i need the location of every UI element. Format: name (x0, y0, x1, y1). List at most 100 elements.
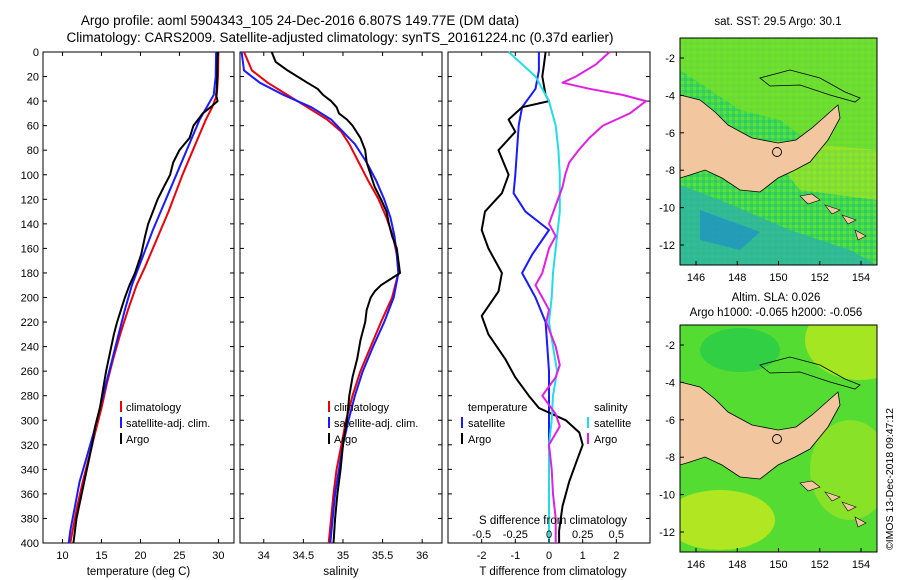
series-satellite-adj-clim- (67, 51, 218, 544)
map-y-tick-label: -6 (665, 415, 675, 427)
y-tick-label: 60 (27, 121, 39, 133)
map-y-tick-label: -10 (659, 203, 675, 215)
series-temperature-argo (480, 51, 584, 543)
series-salinity-satellite (507, 51, 561, 543)
y-tick-label: 160 (21, 243, 39, 255)
credit-text: ©IMOS 13-Dec-2018 09:47:12 (884, 408, 896, 550)
plot-frame (42, 51, 235, 544)
x-tick-label: 34.5 (293, 550, 314, 562)
x-axis-label: temperature (deg C) (87, 566, 191, 578)
temperature-panel: 0 20 40 60 80 100 120 140 160 180 200 220 240 260 280 3… (21, 47, 235, 578)
y-tick-label: 400 (21, 538, 39, 550)
x-axis-label: salinity (323, 566, 358, 578)
y-tick-label: 380 (21, 513, 39, 525)
map-x-tick-label: 152 (811, 272, 829, 284)
legend-label-climatology: climatology (334, 402, 390, 414)
map-x-tick-label: 150 (769, 559, 787, 571)
x-axis-label-salinity-difference: S difference from climatology (479, 515, 627, 527)
d-entrecasteaux-islands (799, 193, 867, 241)
legend-label-salinity-argo: Argo (594, 434, 617, 446)
map-x-tick-label: 148 (728, 272, 746, 284)
legend-label-climatology: climatology (126, 402, 182, 414)
map-y-tick-label: -6 (665, 128, 675, 140)
x-tick-label-s: -0.5 (472, 529, 491, 541)
x-tick-label: 34 (258, 550, 270, 562)
y-tick-label: 280 (21, 391, 39, 403)
legend-label-argo: Argo (126, 434, 149, 446)
legend-header-salinity: salinity (594, 402, 628, 414)
sst-cool-region (700, 210, 760, 250)
title-line-2: Climatology: CARS2009. Satellite-adjuste… (66, 30, 613, 45)
new-guinea-landmass (680, 381, 841, 480)
x-tick-label-s: 0.25 (572, 529, 593, 541)
sla-low-region (700, 328, 780, 372)
x-tick-label: 35.5 (372, 550, 393, 562)
y-tick-label: 200 (21, 293, 39, 305)
sla-map-title-line-1: Altim. SLA: 0.026 (732, 292, 821, 304)
sla-high-region (680, 490, 775, 550)
new-guinea-landmass (680, 94, 841, 193)
y-tick-label: 180 (21, 268, 39, 280)
x-tick-label: 10 (56, 550, 68, 562)
legend-label-satellite-adj: satellite-adj. clim. (334, 418, 418, 430)
map-y-tick-label: -2 (665, 53, 675, 65)
sla-high-region (810, 420, 877, 520)
salinity-legend: climatology satellite-adj. clim. Argo (328, 401, 418, 446)
x-tick-label-s: 0.5 (609, 529, 624, 541)
sla-map-title-line-2: Argo h1000: -0.065 h2000: -0.056 (690, 307, 863, 319)
sst-map: sat. SST: 29.5 Argo: 30.1 146 148 150 152 15… (659, 16, 878, 284)
legend-label-satellite-adj: satellite-adj. clim. (126, 418, 210, 430)
x-tick-label-t: -2 (477, 550, 487, 562)
argo-float-location (772, 434, 782, 444)
map-y-tick-label: -10 (659, 490, 675, 502)
y-tick-label: 20 (27, 72, 39, 84)
series-argo (72, 51, 219, 544)
y-tick-label: 320 (21, 440, 39, 452)
salinity-panel: 34 34.5 35 35.5 36 salinity (239, 51, 443, 578)
x-tick-label-t: 0 (546, 550, 552, 562)
x-tick-label: 20 (134, 550, 146, 562)
sla-map: Altim. SLA: 0.026 Argo h1000: -0.065 h20… (659, 292, 878, 571)
x-tick-label: 25 (173, 550, 185, 562)
legend-label-argo: Argo (334, 434, 357, 446)
difference-panel: -2 -1 0 1 2 -0.5 -0.25 0 0.25 0.5 S difference fro… (447, 51, 651, 578)
legend-label-salinity-satellite: satellite (594, 418, 631, 430)
legend-label-temperature-argo: Argo (468, 434, 491, 446)
map-x-tick-label: 146 (687, 559, 705, 571)
y-tick-label: 120 (21, 194, 39, 206)
map-y-tick-label: -2 (665, 340, 675, 352)
map-y-tick-label: -8 (665, 165, 675, 177)
argo-float-location (772, 147, 782, 157)
map-y-tick-label: -12 (659, 527, 675, 539)
x-tick-label-s: -0.25 (503, 529, 528, 541)
x-tick-label-t: 1 (580, 550, 586, 562)
map-y-tick-label: -4 (665, 377, 675, 389)
temperature-legend: climatology satellite-adj. clim. Argo (120, 401, 210, 446)
x-axis-label: T difference from climatology (479, 566, 626, 578)
y-tick-label: 0 (33, 47, 39, 59)
legend-label-temperature-satellite: satellite (468, 418, 505, 430)
sst-map-title: sat. SST: 29.5 Argo: 30.1 (714, 16, 841, 28)
map-x-tick-label: 154 (852, 272, 870, 284)
map-x-tick-label: 150 (769, 272, 787, 284)
map-x-tick-label: 148 (728, 559, 746, 571)
y-tick-label: 40 (27, 96, 39, 108)
difference-legend: temperature salinity satellite Argo sate… (461, 402, 631, 446)
map-y-tick-label: -8 (665, 452, 675, 464)
sst-map-axes: 146 148 150 152 154 -2 -4 -6 -8 -10 -12 (659, 53, 870, 284)
d-entrecasteaux-islands (799, 480, 867, 528)
y-tick-label: 100 (21, 170, 39, 182)
title-line-1: Argo profile: aoml 5904343_105 24-Dec-20… (81, 13, 519, 28)
y-tick-label: 240 (21, 342, 39, 354)
map-y-tick-label: -4 (665, 90, 675, 102)
y-tick-label: 340 (21, 464, 39, 476)
sla-map-axes: 146 148 150 152 154 -2 -4 -6 -8 -10 -12 (659, 340, 870, 571)
new-britain-island (759, 69, 861, 103)
x-tick-label: 15 (95, 550, 107, 562)
series-salinity-argo (534, 51, 647, 543)
map-x-tick-label: 146 (687, 272, 705, 284)
x-tick-label-t: -1 (510, 550, 520, 562)
x-tick-label: 35 (337, 550, 349, 562)
legend-header-temperature: temperature (468, 402, 527, 414)
x-tick-label: 30 (212, 550, 224, 562)
